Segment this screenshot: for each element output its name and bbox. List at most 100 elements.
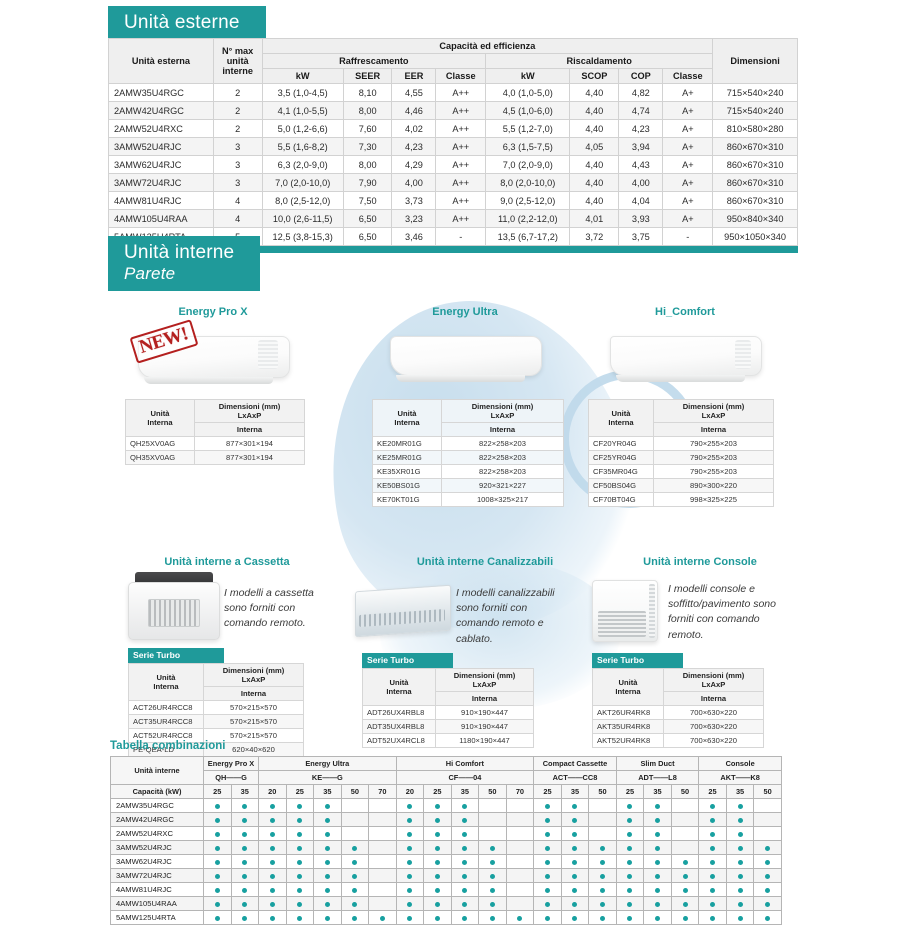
outdoor-dimensions: 715×540×240: [712, 101, 798, 120]
compatibility-dot-cell: [643, 812, 672, 827]
col-unit-interna: Unità Interna: [362, 668, 436, 706]
compatibility-dot-cell: [725, 840, 755, 855]
col-dimensioni-sub: LxAxP: [472, 680, 497, 689]
compatibility-dot-cell: [560, 854, 590, 869]
combinations-capacity-70: 70: [368, 784, 397, 799]
compatibility-dot-cell: [340, 840, 370, 855]
col-unit-interna: Unità Interna: [588, 399, 654, 437]
compatible-dot-icon: [572, 817, 578, 823]
table-row: 4AMW105U4RAA: [110, 896, 782, 911]
compatibility-dot-cell: [203, 868, 232, 883]
compatibility-dot-cell: [560, 882, 590, 897]
compatible-dot-icon: [269, 901, 275, 907]
compatibility-dot-cell: [450, 882, 480, 897]
compatible-dot-icon: [737, 901, 743, 907]
table-row: PE-QEA-LD 620×40×620: [128, 742, 304, 757]
compatible-dot-icon: [572, 873, 578, 879]
compatibility-dot-cell: [560, 798, 590, 813]
outdoor-seer: 8,10: [342, 83, 393, 102]
compatibility-dot-cell: [698, 854, 727, 869]
indoor-unit-code: KE25MR01G: [372, 450, 442, 465]
outdoor-cooling-class: A++: [435, 137, 487, 156]
compatible-dot-icon: [462, 845, 468, 851]
compatible-dot-icon: [462, 803, 468, 809]
combinations-group-code: AKT——K8: [698, 770, 782, 785]
table-row: 2AMW42U4RGC 2 4,1 (1,0-5,5) 8,00 4,46 A++ 4,5 …: [108, 101, 798, 120]
compatible-dot-icon: [544, 817, 550, 823]
compatibility-dot-cell: [478, 910, 507, 925]
compatibility-dot-cell: [230, 882, 260, 897]
col-outdoor-unit: Unità esterna: [108, 38, 214, 84]
compatibility-empty-cell: [340, 812, 370, 827]
outdoor-scop: 4,05: [569, 137, 620, 156]
compatible-dot-icon: [737, 859, 743, 865]
compatible-dot-icon: [269, 859, 275, 865]
compatibility-dot-cell: [670, 910, 700, 925]
compatible-dot-icon: [655, 859, 660, 865]
compatibility-empty-cell: [505, 798, 535, 813]
compatible-dot-icon: [655, 817, 660, 823]
compatible-dot-icon: [324, 803, 330, 809]
compatibility-empty-cell: [368, 868, 397, 883]
outdoor-cop: 4,43: [618, 155, 664, 174]
table-row: 2AMW52U4RXC: [110, 826, 782, 841]
outdoor-scop: 4,01: [569, 209, 620, 228]
outdoor-cooling-class: A++: [435, 101, 487, 120]
product-block-energy-ultra: Energy Ultra: [360, 306, 570, 382]
compatible-dot-icon: [242, 831, 248, 837]
compatible-dot-icon: [434, 901, 440, 907]
indoor-unit-dimensions: 1180×190×447: [435, 733, 534, 748]
compatible-dot-icon: [269, 915, 275, 921]
compatible-dot-icon: [434, 803, 440, 809]
compatible-dot-icon: [324, 887, 330, 893]
outdoor-heating-kw: 9,0 (2,5-12,0): [485, 191, 571, 210]
combinations-unit-name: 2AMW35U4RGC: [110, 798, 204, 813]
indoor-unit-code: ADT26UX4RBL8: [362, 705, 436, 720]
col-unit-l2: Interna: [608, 418, 634, 427]
compatible-dot-icon: [269, 817, 275, 823]
table-row: KE70KT01G 1008×325×217: [372, 492, 564, 507]
compatibility-dot-cell: [478, 882, 507, 897]
outdoor-cooling-class: A++: [435, 155, 487, 174]
outdoor-max-indoor: 3: [212, 137, 263, 156]
compatible-dot-icon: [297, 845, 303, 851]
compatibility-dot-cell: [258, 798, 287, 813]
compatible-dot-icon: [710, 873, 716, 879]
compatibility-dot-cell: [615, 882, 645, 897]
col-interna: Interna: [663, 691, 764, 706]
compatible-dot-icon: [242, 915, 248, 921]
combinations-group-code: KE——G: [258, 770, 397, 785]
compatibility-dot-cell: [753, 896, 782, 911]
outdoor-dimensions: 950×840×340: [712, 209, 798, 228]
compatible-dot-icon: [407, 859, 413, 865]
table-row: CF20YR04G 790×255×203: [588, 436, 774, 451]
outdoor-seer: 7,50: [342, 191, 393, 210]
table-row: 2AMW35U4RGC 2 3,5 (1,0-4,5) 8,10 4,55 A++ 4,0 …: [108, 83, 798, 102]
compatibility-dot-cell: [533, 854, 562, 869]
combinations-capacity-25: 25: [698, 784, 727, 799]
compatibility-empty-cell: [505, 896, 535, 911]
outdoor-unit-name: 2AMW42U4RGC: [108, 101, 214, 120]
compatible-dot-icon: [655, 915, 660, 921]
compatibility-empty-cell: [670, 840, 700, 855]
compatible-dot-icon: [434, 915, 440, 921]
col-unit-l2: Interna: [147, 418, 173, 427]
outdoor-cooling-class: A++: [435, 209, 487, 228]
compatibility-dot-cell: [450, 868, 480, 883]
compatibility-dot-cell: [450, 896, 480, 911]
compatible-dot-icon: [324, 859, 330, 865]
outdoor-unit-name: 4AMW81U4RJC: [108, 191, 214, 210]
compatibility-dot-cell: [258, 812, 287, 827]
compatible-dot-icon: [214, 859, 220, 865]
outdoor-seer: 6,50: [342, 227, 393, 246]
indoor-unit-code: QH25XV0AG: [125, 436, 195, 451]
col-dimensioni-sub: LxAxP: [490, 411, 515, 420]
outdoor-scop: 4,40: [569, 101, 620, 120]
table-row: 3AMW72U4RJC: [110, 868, 782, 883]
serie-tag-canalizzabili: Serie Turbo: [362, 653, 453, 668]
compatible-dot-icon: [214, 915, 220, 921]
compatibility-dot-cell: [340, 910, 370, 925]
col-unit-interna: Unità Interna: [372, 399, 442, 437]
combinations-unit-name: 5AMW125U4RTA: [110, 910, 204, 925]
table-row: KE35XR01G 822×258×203: [372, 464, 564, 479]
